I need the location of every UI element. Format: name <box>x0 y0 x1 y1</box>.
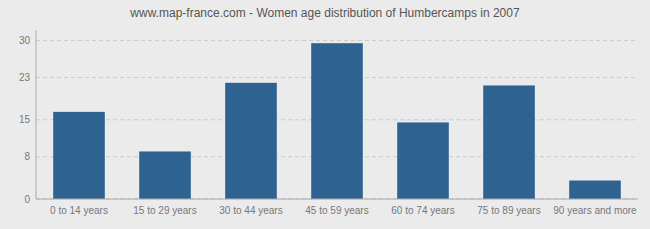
grid-line <box>36 40 638 41</box>
title: www.map-france.com - Women age distribut… <box>129 6 520 20</box>
bar <box>139 151 191 199</box>
y-tick-label: 15 <box>19 114 31 125</box>
x-tick-label: 90 years and more <box>553 205 637 216</box>
grid-line <box>36 199 638 200</box>
y-tick-label: 23 <box>19 72 31 83</box>
y-tick-label: 30 <box>19 35 31 46</box>
chart-container: www.map-france.com - Women age distribut… <box>0 0 650 229</box>
y-axis-line <box>36 30 37 199</box>
x-tick-label: 45 to 59 years <box>305 205 368 216</box>
x-tick-label: 30 to 44 years <box>219 205 282 216</box>
x-tick-label: 75 to 89 years <box>477 205 540 216</box>
y-tick-label: 8 <box>24 151 30 162</box>
x-tick-label: 15 to 29 years <box>133 205 196 216</box>
x-tick-label: 60 to 74 years <box>391 205 454 216</box>
bar <box>569 181 621 199</box>
bar <box>311 43 363 199</box>
background <box>0 0 650 229</box>
y-grid <box>36 41 638 199</box>
bar <box>483 85 535 199</box>
y-tick-label: 0 <box>24 194 30 205</box>
bar <box>53 112 105 199</box>
bars <box>53 43 621 199</box>
page: {"chart_data": {"type": "bar", "title": … <box>0 0 650 229</box>
bar <box>225 83 277 199</box>
chart-svg: www.map-france.com - Women age distribut… <box>0 0 650 229</box>
x-axis-line <box>36 199 638 200</box>
bar <box>397 122 449 199</box>
x-tick-label: 0 to 14 years <box>50 205 108 216</box>
